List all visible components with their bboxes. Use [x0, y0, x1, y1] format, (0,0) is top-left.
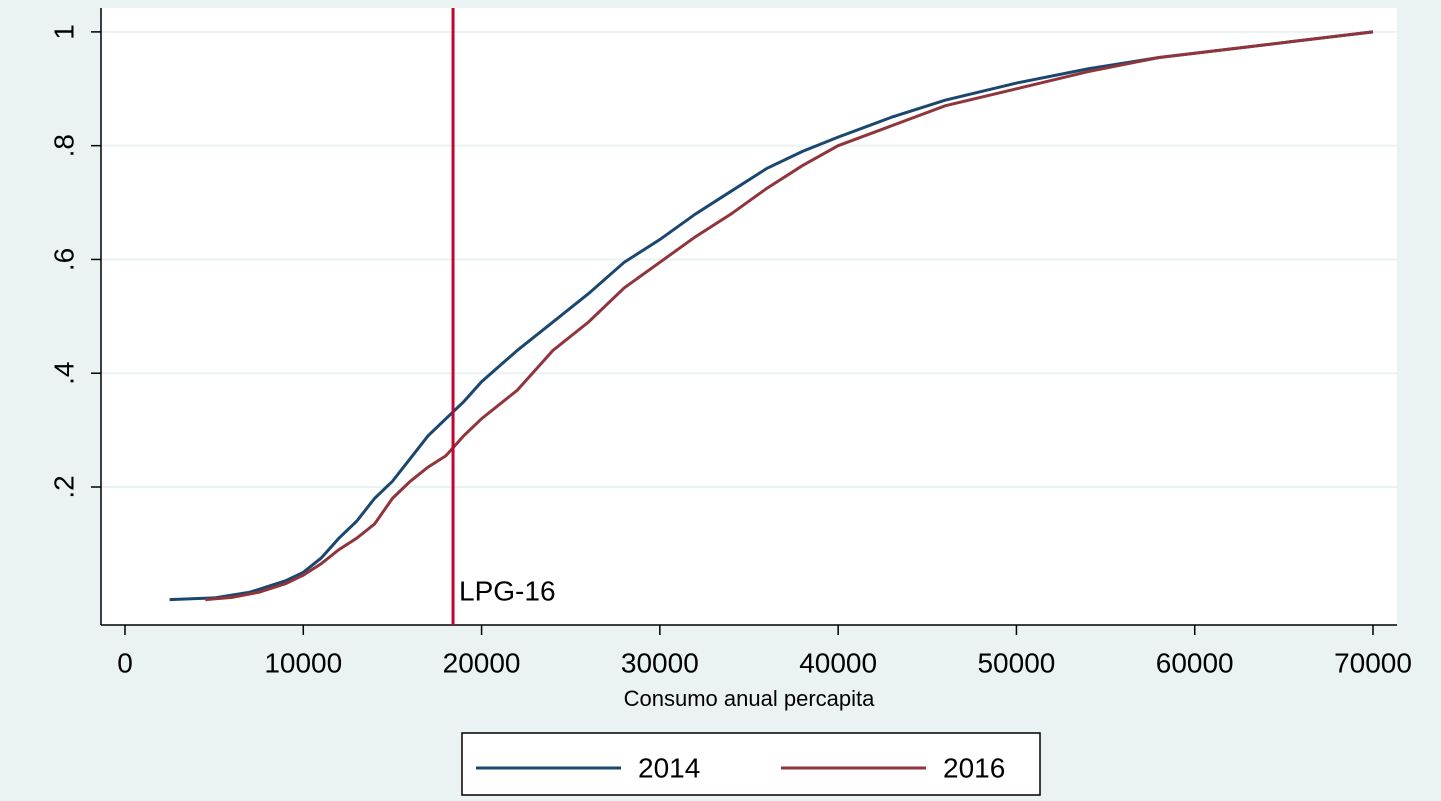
x-tick-label: 10000 [264, 647, 342, 678]
x-tick-label: 50000 [977, 647, 1055, 678]
y-tick-label: .8 [48, 134, 79, 157]
y-tick-label: .2 [48, 475, 79, 498]
legend-box [461, 732, 1041, 796]
series-line [205, 30, 1374, 602]
x-tick-label: 0 [117, 647, 133, 678]
y-tick-label: .4 [48, 362, 79, 385]
x-tick-label: 20000 [443, 647, 521, 678]
legend-label: 2016 [943, 752, 1005, 783]
x-tick-label: 40000 [799, 647, 877, 678]
y-tick-label: 1 [48, 24, 79, 40]
x-tick-label: 70000 [1334, 647, 1412, 678]
x-axis-title: Consumo anual percapita [624, 686, 875, 711]
plot-area [101, 8, 1397, 625]
series-line [169, 30, 1374, 602]
x-tick-label: 60000 [1156, 647, 1234, 678]
reference-label: LPG-16 [459, 575, 555, 606]
y-tick-label: .6 [48, 248, 79, 271]
legend-label: 2014 [638, 752, 700, 783]
x-tick-label: 30000 [621, 647, 699, 678]
